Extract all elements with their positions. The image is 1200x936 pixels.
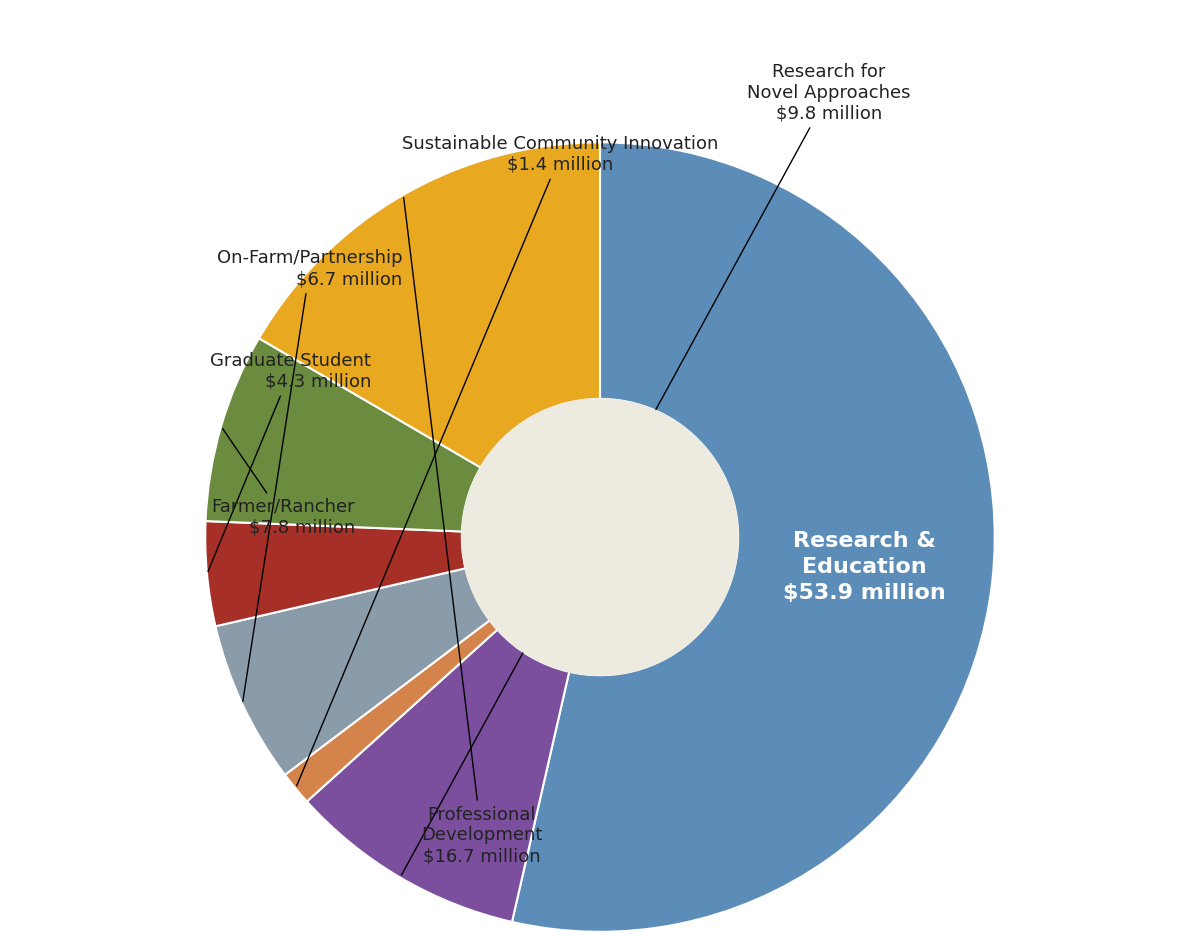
Wedge shape [307, 630, 569, 922]
Text: Graduate Student
$4.3 million: Graduate Student $4.3 million [208, 352, 371, 572]
Wedge shape [216, 568, 490, 775]
Wedge shape [259, 142, 600, 467]
Wedge shape [512, 142, 995, 932]
Circle shape [462, 399, 738, 675]
Text: Research &
Education
$53.9 million: Research & Education $53.9 million [784, 531, 946, 604]
Wedge shape [205, 521, 466, 626]
Wedge shape [205, 338, 481, 532]
Text: Sustainable Community Innovation
$1.4 million: Sustainable Community Innovation $1.4 mi… [296, 135, 719, 786]
Text: Farmer/Rancher
$7.8 million: Farmer/Rancher $7.8 million [211, 429, 355, 536]
Text: Professional
Development
$16.7 million: Professional Development $16.7 million [403, 197, 542, 865]
Text: On-Farm/Partnership
$6.7 million: On-Farm/Partnership $6.7 million [217, 249, 403, 701]
Wedge shape [284, 621, 498, 801]
Text: Research for
Novel Approaches
$9.8 million: Research for Novel Approaches $9.8 milli… [402, 63, 911, 875]
